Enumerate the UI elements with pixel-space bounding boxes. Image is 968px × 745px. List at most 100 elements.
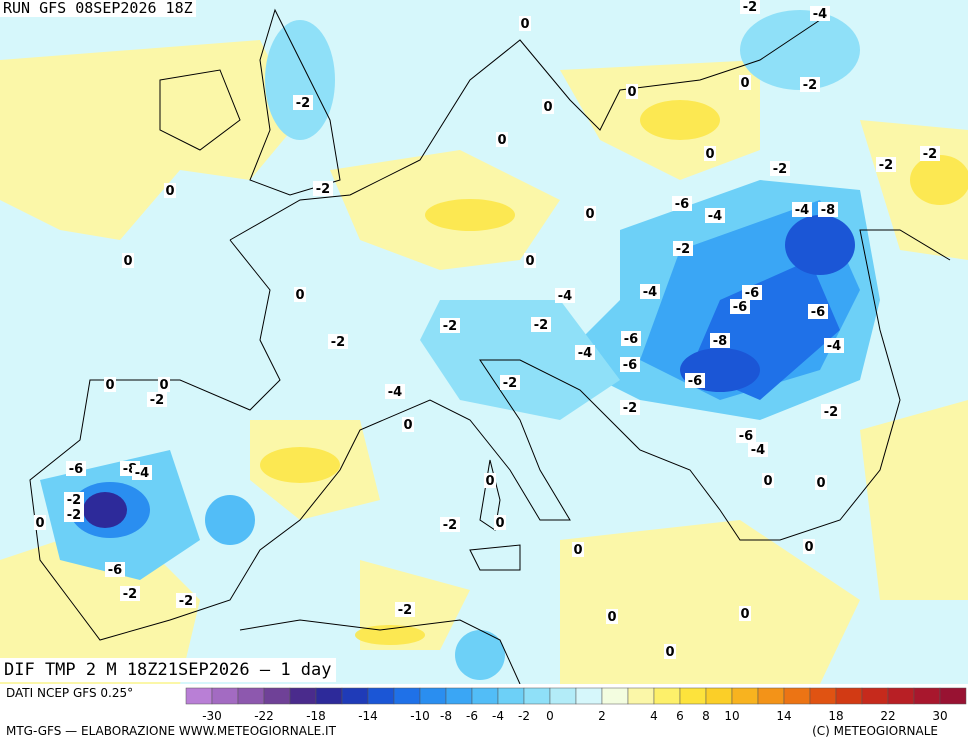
- contour-label: -4: [751, 443, 765, 458]
- coastlines: [29, 8, 951, 684]
- contour-label-bg: [500, 375, 520, 390]
- legend-swatch: [601, 687, 629, 705]
- legend-color-bar: -30 -22 -18 -14 -10 -8 -6 -4 -2 0 2 4 6 8 10 14 18 22 30: [185, 687, 967, 723]
- legend-swatch: [471, 687, 499, 705]
- contour-label: 0: [165, 184, 174, 199]
- contour-label-bg: [122, 253, 134, 268]
- run-title: RUN GFS 08SEP2026 18Z: [0, 0, 196, 17]
- legend-swatch: [835, 687, 863, 705]
- legend-tick-label: 22: [880, 709, 895, 723]
- legend-tick-label: -14: [358, 709, 378, 723]
- contour-label-bg: [810, 6, 830, 21]
- legend-swatch: [315, 687, 343, 705]
- contour-label-bg: [385, 384, 405, 399]
- contour-label-bg: [440, 517, 460, 532]
- contour-label-bg: [736, 428, 756, 443]
- contour-label: -6: [69, 462, 83, 477]
- legend-swatch: [887, 687, 915, 705]
- contour-label-bg: [494, 515, 506, 530]
- contour-label: -4: [558, 289, 572, 304]
- contour-label-bg: [824, 338, 844, 353]
- contour-label-bg: [147, 392, 167, 407]
- contour-label: -2: [534, 318, 548, 333]
- contour-label: -4: [795, 203, 809, 218]
- contour-label-bg: [328, 334, 348, 349]
- color-legend: DATI NCEP GFS 0.25° -30 -22 -18 -14 -10 -8 -6-…: [0, 684, 968, 745]
- contour-label: 0: [105, 378, 114, 393]
- legend-swatch: [679, 687, 707, 705]
- contour-label: 0: [403, 418, 412, 433]
- legend-tick-label: 30: [932, 709, 947, 723]
- contour-label: 0: [525, 254, 534, 269]
- contour-label: -2: [296, 96, 310, 111]
- contour-label-bg: [293, 95, 313, 110]
- legend-tick-label: -8: [440, 709, 452, 723]
- contour-label: -4: [643, 285, 657, 300]
- contour-label-bg: [640, 284, 660, 299]
- contour-label: -2: [398, 603, 412, 618]
- data-source-label: DATI NCEP GFS 0.25°: [6, 686, 134, 700]
- contour-label: 0: [804, 540, 813, 555]
- legend-swatch: [783, 687, 811, 705]
- contour-label: 0: [520, 17, 529, 32]
- legend-tick-label: 6: [676, 709, 684, 723]
- contour-label-bg: [64, 492, 84, 507]
- contour-label: -6: [624, 332, 638, 347]
- contour-label-bg: [626, 84, 638, 99]
- legend-swatch: [861, 687, 889, 705]
- contour-label-bg: [294, 287, 306, 302]
- contour-label-bg: [66, 461, 86, 476]
- contour-label-bg: [710, 333, 730, 348]
- contour-label-bg: [704, 146, 716, 161]
- legend-swatch: [263, 687, 291, 705]
- contour-label-bg: [739, 606, 751, 621]
- contour-label-bg: [542, 99, 554, 114]
- contour-label: -2: [179, 594, 193, 609]
- contour-label: 0: [485, 474, 494, 489]
- contour-label: 0: [627, 85, 636, 100]
- legend-tick-label: -10: [410, 709, 430, 723]
- legend-tick-label: 2: [598, 709, 606, 723]
- legend-swatch: [237, 687, 265, 705]
- contour-label-bg: [620, 357, 640, 372]
- contour-label-bg: [584, 206, 596, 221]
- legend-tick-label: -6: [466, 709, 478, 723]
- legend-swatch: [575, 687, 603, 705]
- contour-label-bg: [685, 373, 705, 388]
- legend-swatch: [913, 687, 941, 705]
- legend-swatch: [653, 687, 681, 705]
- legend-swatch: [367, 687, 395, 705]
- contour-label-bg: [402, 417, 414, 432]
- contour-label: -4: [708, 209, 722, 224]
- contour-label-bg: [808, 304, 828, 319]
- contour-label: -2: [443, 319, 457, 334]
- legend-tick-label: -18: [306, 709, 326, 723]
- contour-label-bg: [920, 146, 940, 161]
- contour-label-bg: [672, 196, 692, 211]
- contour-label: 0: [295, 288, 304, 303]
- contour-label-bg: [519, 16, 531, 31]
- contour-label: 0: [495, 516, 504, 531]
- contour-label: 0: [763, 474, 772, 489]
- contour-label: -2: [623, 401, 637, 416]
- contour-label: -4: [827, 339, 841, 354]
- legend-swatch: [341, 687, 369, 705]
- legend-swatch: [497, 687, 525, 705]
- legend-swatch: [549, 687, 577, 705]
- contour-label: -4: [135, 466, 149, 481]
- contour-label: -6: [739, 429, 753, 444]
- contour-label-bg: [158, 377, 170, 392]
- contour-label: -4: [813, 7, 827, 22]
- contour-label-bg: [575, 345, 595, 360]
- contour-label: -6: [108, 563, 122, 578]
- contour-label-bg: [740, 0, 760, 14]
- contour-label-bg: [164, 183, 176, 198]
- contour-label-bg: [395, 602, 415, 617]
- contour-label-bg: [664, 644, 676, 659]
- contour-label-bg: [531, 317, 551, 332]
- map-caption: DIF TMP 2 M 18Z21SEP2026 — 1 day: [0, 658, 336, 682]
- legend-swatch: [757, 687, 785, 705]
- legend-tick-label: 4: [650, 709, 658, 723]
